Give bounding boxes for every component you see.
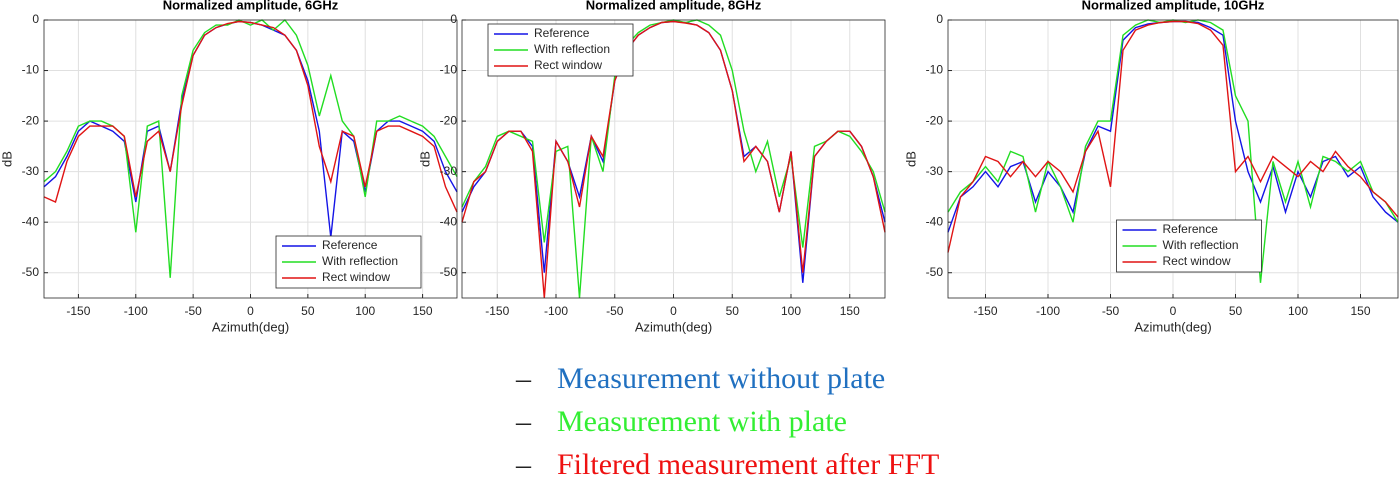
caption-marker: – xyxy=(515,405,532,438)
y-tick-label: -50 xyxy=(22,265,40,279)
y-axis-label: dB xyxy=(903,151,918,167)
y-tick-label: -10 xyxy=(22,63,40,77)
legend-label: Rect window xyxy=(534,58,602,72)
legend-label: Reference xyxy=(534,26,590,40)
y-tick-label: -30 xyxy=(926,164,944,178)
y-tick-label: -50 xyxy=(440,265,458,279)
legend-label: Reference xyxy=(1163,222,1219,236)
y-tick-label: -10 xyxy=(926,63,944,77)
y-tick-label: 0 xyxy=(450,12,457,26)
x-tick-label: 50 xyxy=(726,304,740,318)
x-tick-label: 50 xyxy=(301,304,315,318)
y-tick-label: 0 xyxy=(936,12,943,26)
x-tick-label: -150 xyxy=(485,304,509,318)
legend-label: Rect window xyxy=(322,270,390,284)
legend: Reference With reflection Rect window xyxy=(487,23,634,77)
x-tick-label: 0 xyxy=(1170,304,1177,318)
x-tick-label: -100 xyxy=(544,304,568,318)
caption-text: Measurement with plate xyxy=(557,405,847,438)
y-tick-label: -30 xyxy=(440,164,458,178)
x-axis-label: Azimuth(deg) xyxy=(212,319,289,334)
y-axis-label: dB xyxy=(0,151,14,167)
axes-box xyxy=(461,19,886,299)
axes-box xyxy=(43,19,458,299)
data-line xyxy=(43,20,458,213)
legend: Reference With reflection Rect window xyxy=(275,235,422,289)
x-tick-label: -50 xyxy=(1102,304,1120,318)
x-tick-label: -150 xyxy=(66,304,90,318)
caption-text: Measurement without plate xyxy=(557,362,885,395)
x-tick-label: -150 xyxy=(973,304,997,318)
caption-marker: – xyxy=(515,448,532,477)
y-tick-label: -20 xyxy=(440,113,458,127)
y-tick-label: -20 xyxy=(22,113,40,127)
x-tick-label: 150 xyxy=(840,304,860,318)
legend-label: With reflection xyxy=(1163,238,1239,252)
x-tick-label: 100 xyxy=(355,304,375,318)
x-tick-label: -50 xyxy=(606,304,624,318)
chart-title: Normalized amplitude, 10GHz xyxy=(1082,0,1265,12)
x-tick-label: 0 xyxy=(670,304,677,318)
y-axis-label: dB xyxy=(417,151,432,167)
caption-text: Filtered measurement after FFT xyxy=(557,448,939,477)
x-tick-label: 150 xyxy=(413,304,433,318)
x-tick-label: 150 xyxy=(1350,304,1370,318)
y-tick-label: -10 xyxy=(440,63,458,77)
x-tick-label: 50 xyxy=(1229,304,1243,318)
y-tick-label: -40 xyxy=(926,214,944,228)
x-axis-label: Azimuth(deg) xyxy=(635,319,712,334)
axes-box xyxy=(947,19,1399,299)
legend-label: Reference xyxy=(322,238,378,252)
legend-label: Rect window xyxy=(1163,254,1231,268)
y-tick-label: 0 xyxy=(32,12,39,26)
chart-title: Normalized amplitude, 8GHz xyxy=(586,0,762,12)
legend-label: With reflection xyxy=(322,254,398,268)
legend-label: With reflection xyxy=(534,42,610,56)
y-tick-label: -40 xyxy=(22,214,40,228)
x-axis-label: Azimuth(deg) xyxy=(1134,319,1211,334)
x-tick-label: 100 xyxy=(1288,304,1308,318)
y-tick-label: -20 xyxy=(926,113,944,127)
x-tick-label: -100 xyxy=(1036,304,1060,318)
x-tick-label: -100 xyxy=(124,304,148,318)
legend: Reference With reflection Rect window xyxy=(1116,219,1262,273)
x-tick-label: 100 xyxy=(781,304,801,318)
x-tick-label: 0 xyxy=(247,304,254,318)
y-tick-label: -50 xyxy=(926,265,944,279)
y-tick-label: -30 xyxy=(22,164,40,178)
chart-title: Normalized amplitude, 6GHz xyxy=(163,0,339,12)
y-tick-label: -40 xyxy=(440,214,458,228)
x-tick-label: -50 xyxy=(184,304,202,318)
data-line xyxy=(461,20,886,299)
data-line xyxy=(947,20,1399,253)
caption-marker: – xyxy=(515,362,532,395)
